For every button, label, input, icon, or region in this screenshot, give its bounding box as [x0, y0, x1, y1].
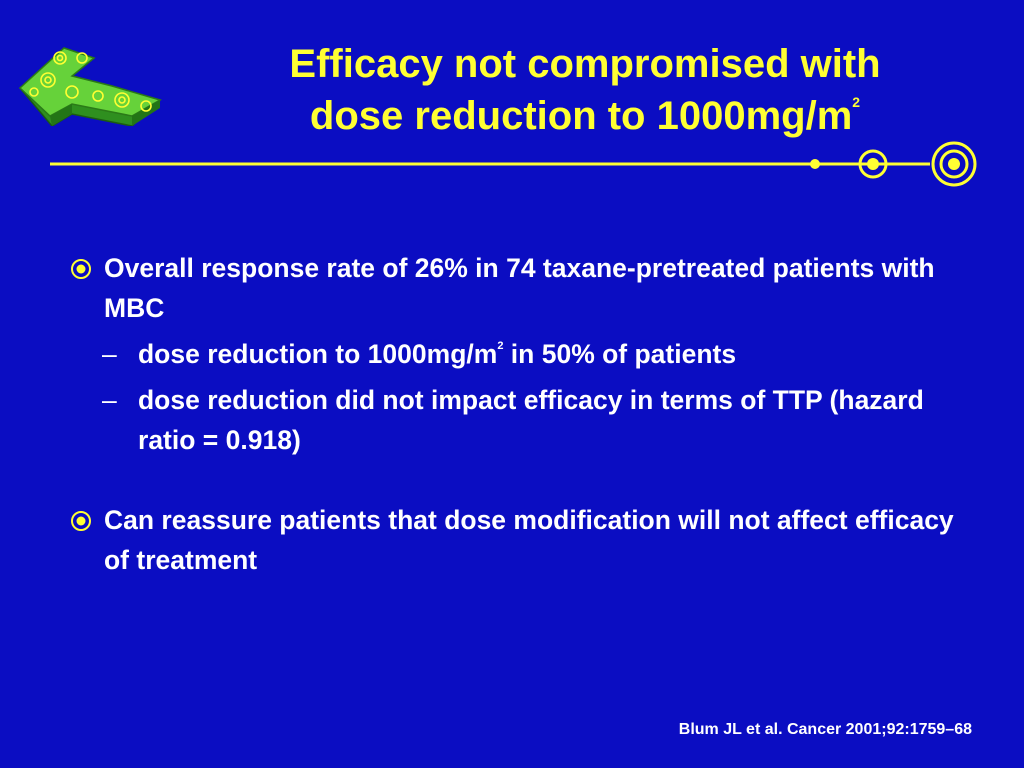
dash-marker: –	[102, 385, 117, 415]
bullet-spacer	[60, 460, 980, 500]
slide-body: Overall response rate of 26% in 74 taxan…	[60, 248, 980, 580]
sub-bullet-text-1a: dose reduction to 1000mg/m	[138, 339, 498, 369]
title-superscript: 2	[852, 94, 861, 110]
target-bullet-icon	[71, 511, 91, 531]
title-line-1: Efficacy not compromised with	[289, 42, 881, 86]
bullet-item-1: Overall response rate of 26% in 74 taxan…	[60, 248, 980, 328]
sub-bullet-text-2: dose reduction did not impact efficacy i…	[138, 385, 924, 455]
bullet-text-1: Overall response rate of 26% in 74 taxan…	[104, 253, 935, 323]
title-rule-with-targets	[50, 141, 977, 187]
title-line-2: dose reduction to 1000mg/m2	[200, 90, 970, 142]
citation: Blum JL et al. Cancer 2001;92:1759–68	[678, 721, 972, 738]
sub-bullet-item-1: – dose reduction to 1000mg/m2 in 50% of …	[60, 334, 980, 374]
target-bullet-icon	[71, 259, 91, 279]
bullet-text-2: Can reassure patients that dose modifica…	[104, 505, 954, 575]
green-block-logo-icon	[18, 47, 162, 126]
bullet-item-2: Can reassure patients that dose modifica…	[60, 500, 980, 580]
title-line-2-text: dose reduction to 1000mg/m	[309, 94, 853, 138]
slide-title: Efficacy not compromised with dose reduc…	[200, 38, 970, 142]
sub-bullet-superscript: 2	[497, 340, 504, 352]
sub-bullet-item-2: – dose reduction did not impact efficacy…	[60, 380, 980, 460]
dash-marker: –	[102, 339, 117, 369]
sub-bullet-text-1b: in 50% of patients	[503, 339, 737, 369]
